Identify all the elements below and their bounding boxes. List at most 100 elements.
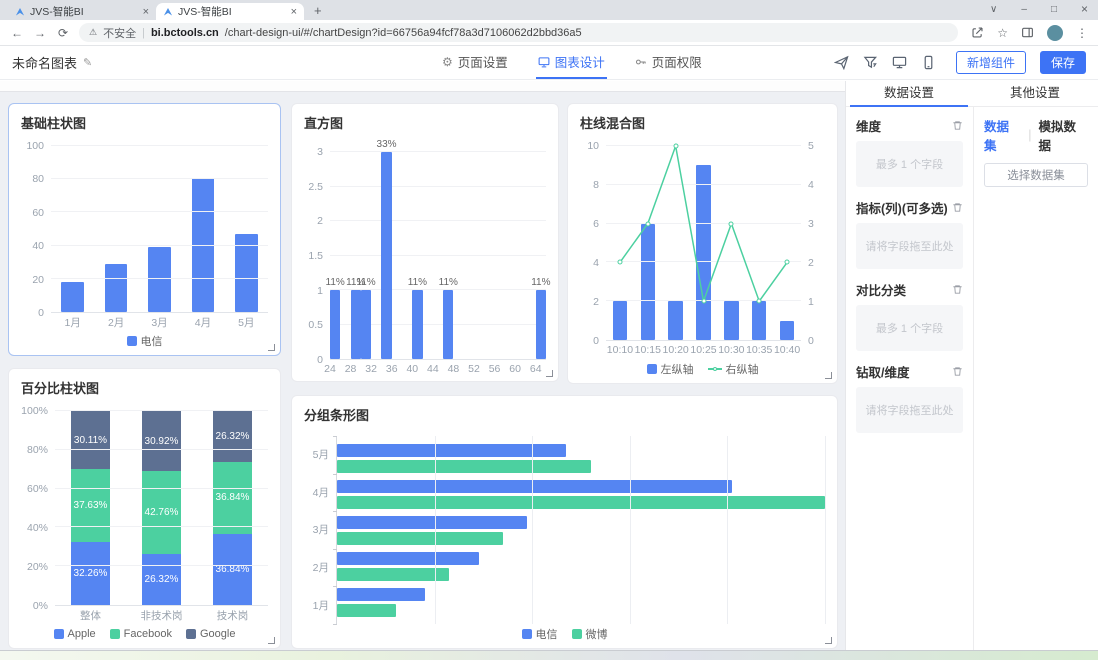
dimension-dropzone[interactable]: 最多 1 个字段: [856, 141, 963, 187]
legend-item[interactable]: 左纵轴: [646, 361, 694, 377]
tab-close-icon[interactable]: ×: [290, 5, 297, 18]
segment-value-label: 30.11%: [73, 434, 108, 446]
legend-swatch-icon: [571, 629, 582, 639]
legend-item[interactable]: 右纵轴: [707, 361, 759, 377]
bar-slot: [94, 146, 137, 312]
drill-dropzone[interactable]: 请将字段拖至此处: [856, 387, 963, 433]
plot-area: 30.11% 37.63% 32.26% 30.92% 42.76% 26.32% 26.3…: [55, 410, 268, 606]
legend-item[interactable]: 微博: [571, 626, 608, 642]
legend-item[interactable]: Google: [185, 628, 235, 640]
edit-name-icon[interactable]: ✎: [83, 57, 93, 69]
select-dataset-button[interactable]: 选择数据集: [984, 163, 1088, 187]
plot-area: [606, 146, 801, 341]
stack-segment: 32.26%: [70, 542, 111, 605]
nav-page-permissions[interactable]: 页面权限: [633, 46, 704, 79]
legend-label: 电信: [535, 629, 558, 641]
chart-main: 100 80 60 40 20 0: [21, 140, 268, 319]
legend-dot-icon: [712, 367, 717, 371]
filter-icon[interactable]: [863, 55, 878, 70]
tab-mock-data[interactable]: 模拟数据: [1038, 120, 1076, 153]
dashboard-canvas[interactable]: 基础柱状图 100 80 60 40 20 0 1月 2月 3月 4月 5月 电信 直方图 3 2.5 2…: [0, 81, 845, 650]
gridline: [51, 178, 268, 180]
address-input[interactable]: ⚠ 不安全 | bi.bctools.cn/chart-design-ui/#/…: [79, 23, 958, 42]
trash-icon[interactable]: [952, 366, 963, 377]
resize-handle-icon[interactable]: [825, 637, 832, 644]
section-title-metrics: 指标(列)(可多选): [856, 202, 948, 216]
gridline: [330, 254, 546, 256]
tab-close-icon[interactable]: ×: [142, 5, 149, 18]
bar-value-label: 11%: [325, 277, 345, 289]
back-icon[interactable]: ←: [11, 25, 23, 40]
bar: [61, 282, 84, 312]
chart-title: 分组条形图: [304, 408, 370, 423]
desktop-preview-icon[interactable]: [892, 55, 907, 70]
chart-card-bar-line[interactable]: 柱线混合图 10 8 6 4 2 0 5 4 3 2 1 0 10:10 10:15 10:20 10:25 1…: [567, 103, 838, 384]
x-axis-label: 10:20: [662, 344, 689, 356]
nav-page-settings[interactable]: ⚙ 页面设置: [440, 46, 510, 79]
legend-item[interactable]: Apple: [53, 628, 96, 640]
nav-chart-design[interactable]: 图表设计: [535, 46, 607, 79]
reload-icon[interactable]: ⟳: [57, 25, 69, 40]
window-minimize-button[interactable]: –: [1021, 3, 1027, 15]
new-tab-button[interactable]: +: [314, 3, 322, 18]
chart-card-percent-stacked[interactable]: 百分比柱状图 100% 80% 60% 40% 20% 0% 30.11% 37.63% 32.…: [8, 368, 281, 649]
gridline: [51, 277, 268, 279]
x-axis-label: 非技术岗: [140, 609, 183, 622]
mobile-preview-icon[interactable]: [921, 55, 936, 70]
browser-menu-icon[interactable]: ⋮: [1076, 25, 1088, 40]
save-button[interactable]: 保存: [1039, 51, 1086, 74]
compare-dropzone[interactable]: 最多 1 个字段: [856, 305, 963, 351]
gridline: [532, 436, 534, 624]
profile-avatar[interactable]: [1047, 24, 1063, 41]
url-path: /chart-design-ui/#/chartDesign?id=66756a…: [224, 26, 582, 39]
chart-card-basic-bar[interactable]: 基础柱状图 100 80 60 40 20 0 1月 2月 3月 4月 5月 电信: [8, 103, 281, 356]
tab-other-settings[interactable]: 其他设置: [1009, 86, 1060, 100]
bar: [337, 479, 733, 493]
segment-value-label: 26.32%: [215, 431, 250, 443]
chart-card-grouped-hbar[interactable]: 分组条形图 5月 4月 3月 2月 1月 电信 微博: [291, 395, 838, 649]
x-axis-label: 52: [468, 363, 480, 375]
chart-title: 百分比柱状图: [21, 381, 100, 396]
gridline: [330, 220, 546, 222]
bar-slot: [690, 146, 718, 340]
tab-dataset[interactable]: 数据集: [984, 120, 1010, 153]
window-maximize-button[interactable]: □: [1050, 3, 1057, 15]
side-panel-icon[interactable]: [1021, 26, 1034, 39]
security-label: 不安全: [103, 27, 137, 40]
metrics-dropzone[interactable]: 请将字段拖至此处: [856, 223, 963, 269]
trash-icon[interactable]: [952, 284, 963, 295]
legend-item[interactable]: Facebook: [109, 628, 172, 640]
y-axis-label: 3: [808, 218, 814, 230]
resize-handle-icon[interactable]: [825, 372, 832, 379]
legend-item[interactable]: 电信: [521, 626, 558, 642]
bar-slot: [138, 146, 181, 312]
app-nav: ⚙ 页面设置 图表设计 页面权限: [440, 46, 704, 79]
browser-tab-1[interactable]: JVS-智能BI ×: [8, 3, 156, 20]
key-icon: [635, 56, 647, 68]
tab-data-settings[interactable]: 数据设置: [846, 81, 972, 107]
bar: [235, 233, 258, 312]
tab-search-icon[interactable]: ∨: [990, 3, 998, 15]
sidebar-tabs: 数据设置 其他设置: [846, 81, 1098, 107]
publish-icon[interactable]: [833, 55, 849, 70]
trash-icon[interactable]: [952, 202, 963, 213]
legend-item[interactable]: 电信: [126, 333, 163, 349]
trash-icon[interactable]: [952, 120, 963, 131]
chart-card-histogram[interactable]: 直方图 3 2.5 2 1.5 1 0.5 0 11% 11% 11% 33% 11% 11% 11% 24…: [291, 103, 559, 382]
y-axis-label: 2: [593, 296, 599, 308]
gridline: [55, 487, 268, 489]
chart-name: 未命名图表: [12, 56, 78, 71]
share-icon[interactable]: [971, 26, 984, 39]
resize-handle-icon[interactable]: [546, 370, 553, 377]
gridline: [51, 244, 268, 246]
browser-tab-2[interactable]: JVS-智能BI ×: [156, 3, 304, 20]
bookmark-star-icon[interactable]: ☆: [997, 25, 1008, 40]
forward-icon[interactable]: →: [34, 25, 46, 40]
bar: [148, 247, 171, 312]
resize-handle-icon[interactable]: [268, 637, 275, 644]
window-close-button[interactable]: ×: [1080, 2, 1088, 16]
add-component-button[interactable]: 新增组件: [955, 51, 1026, 74]
line-point: [728, 221, 734, 227]
bar: [337, 587, 425, 601]
resize-handle-icon[interactable]: [268, 344, 275, 351]
